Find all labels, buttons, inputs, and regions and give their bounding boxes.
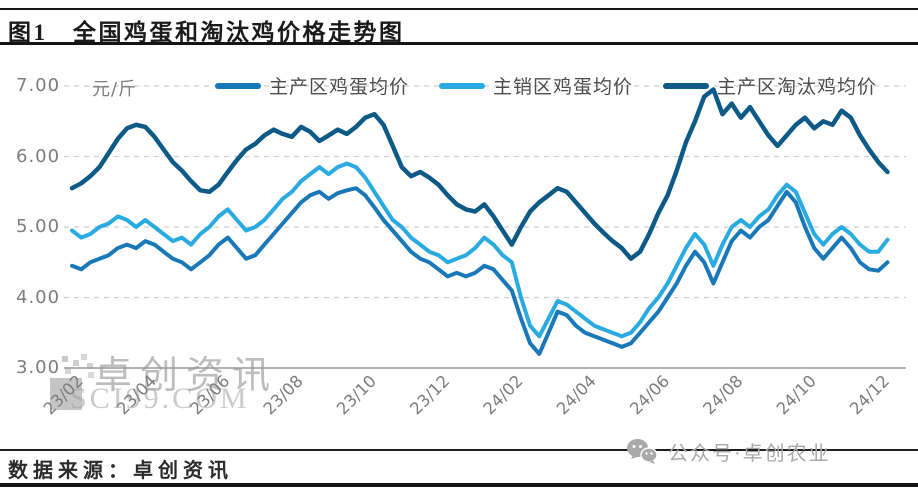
watermark-brand-text: 卓创资讯 — [94, 355, 279, 397]
x-tick-label: 24/10 — [773, 371, 820, 418]
legend-label: 主销区鸡蛋均价 — [493, 77, 634, 98]
series-line-主产区淘汰鸡均价 — [69, 87, 890, 261]
legend-label: 主产区鸡蛋均价 — [269, 77, 410, 98]
legend-swatch — [663, 82, 710, 89]
figure-title: 图1 全国鸡蛋和淘汰鸡价格走势图 — [8, 20, 405, 45]
chart-legend: 主产区鸡蛋均价 主销区鸡蛋均价 主产区淘汰鸡均价 — [215, 72, 877, 99]
x-tick-label: 24/12 — [846, 371, 893, 418]
legend-label: 主产区淘汰鸡均价 — [717, 77, 878, 98]
legend-swatch — [215, 82, 261, 89]
x-tick-label: 23/04 — [113, 371, 160, 418]
y-tick-label: 7.00 — [16, 75, 61, 96]
x-tick-label: 24/08 — [699, 371, 746, 418]
footer-social-label: 公众号·卓创农业 — [668, 443, 831, 465]
footer-thick-rule — [0, 483, 918, 487]
watermark-site-text: SCI99.COM — [70, 382, 250, 415]
data-source-label: 数据来源：卓创资讯 — [8, 460, 233, 482]
y-axis-unit-label: 元/斤 — [92, 79, 138, 100]
x-tick-label: 24/02 — [480, 371, 527, 418]
y-tick-label: 6.00 — [16, 145, 61, 167]
x-tick-label: 24/06 — [626, 371, 673, 418]
x-tick-label: 23/02 — [40, 371, 87, 418]
watermark-qr-square — [50, 378, 82, 410]
x-tick-label: 23/10 — [333, 371, 380, 418]
legend-item-主产区鸡蛋均价: 主产区鸡蛋均价 — [215, 72, 409, 99]
watermark-qr-dots — [62, 356, 68, 362]
wechat-icon — [627, 439, 658, 464]
title-underline-rule — [0, 42, 918, 45]
footer-social: 公众号·卓创农业 — [626, 437, 831, 466]
legend-item-主销区鸡蛋均价: 主销区鸡蛋均价 — [439, 72, 633, 99]
legend-swatch — [439, 82, 486, 89]
series-line-主销区鸡蛋均价 — [70, 161, 890, 339]
x-tick-label: 23/08 — [260, 371, 307, 418]
x-tick-label: 23/06 — [186, 371, 233, 418]
top-rule — [0, 8, 918, 10]
footer-thin-rule — [0, 449, 918, 451]
series-line-主产区鸡蛋均价 — [70, 186, 890, 356]
legend-item-主产区淘汰鸡均价: 主产区淘汰鸡均价 — [663, 72, 877, 99]
x-tick-label: 24/04 — [553, 371, 600, 418]
y-tick-label: 3.00 — [16, 357, 61, 378]
y-tick-label: 4.00 — [16, 286, 61, 308]
x-tick-label: 23/12 — [406, 371, 453, 418]
y-tick-label: 5.00 — [16, 216, 61, 237]
